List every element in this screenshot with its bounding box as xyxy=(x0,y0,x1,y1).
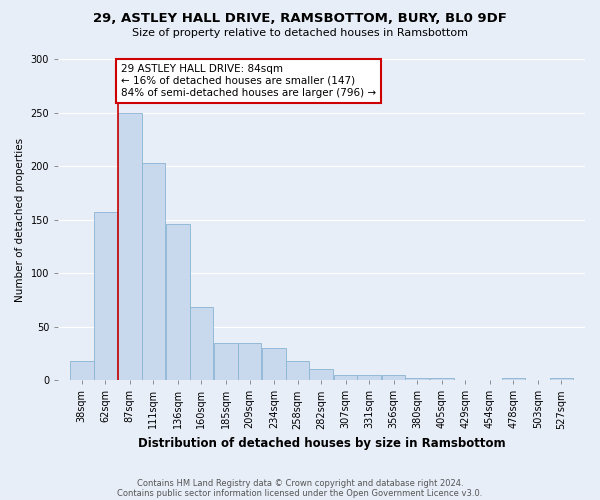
Bar xyxy=(214,342,238,380)
Text: Size of property relative to detached houses in Ramsbottom: Size of property relative to detached ho… xyxy=(132,28,468,38)
Text: 29 ASTLEY HALL DRIVE: 84sqm
← 16% of detached houses are smaller (147)
84% of se: 29 ASTLEY HALL DRIVE: 84sqm ← 16% of det… xyxy=(121,64,376,98)
Bar xyxy=(118,112,142,380)
Text: Contains public sector information licensed under the Open Government Licence v3: Contains public sector information licen… xyxy=(118,488,482,498)
Text: 29, ASTLEY HALL DRIVE, RAMSBOTTOM, BURY, BL0 9DF: 29, ASTLEY HALL DRIVE, RAMSBOTTOM, BURY,… xyxy=(93,12,507,26)
Bar xyxy=(310,370,333,380)
Bar xyxy=(70,361,94,380)
Bar xyxy=(238,342,261,380)
Bar xyxy=(286,361,310,380)
Text: Contains HM Land Registry data © Crown copyright and database right 2024.: Contains HM Land Registry data © Crown c… xyxy=(137,478,463,488)
Bar xyxy=(262,348,286,380)
Bar xyxy=(406,378,429,380)
Bar xyxy=(502,378,525,380)
Bar xyxy=(166,224,190,380)
Bar xyxy=(430,378,454,380)
Bar xyxy=(142,163,165,380)
Bar xyxy=(190,308,213,380)
X-axis label: Distribution of detached houses by size in Ramsbottom: Distribution of detached houses by size … xyxy=(138,437,505,450)
Y-axis label: Number of detached properties: Number of detached properties xyxy=(15,138,25,302)
Bar xyxy=(94,212,117,380)
Bar xyxy=(358,375,381,380)
Bar xyxy=(382,375,406,380)
Bar xyxy=(334,375,358,380)
Bar xyxy=(550,378,573,380)
